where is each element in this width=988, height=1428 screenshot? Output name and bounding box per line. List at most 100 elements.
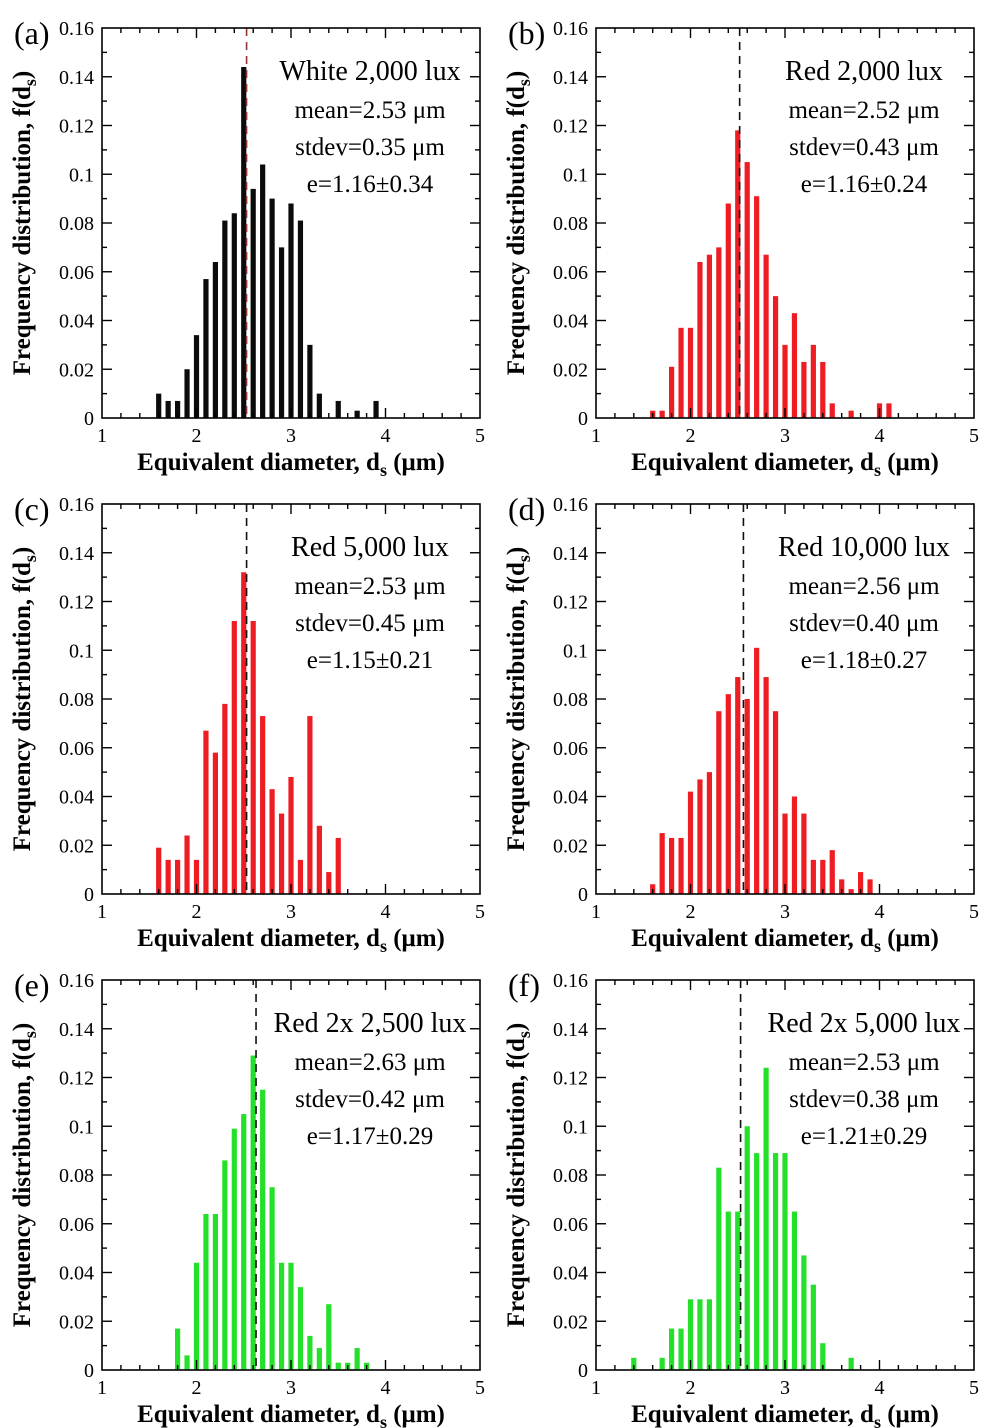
histogram-bar	[744, 162, 750, 418]
histogram-bar	[212, 262, 218, 418]
histogram-bar	[716, 247, 722, 418]
y-tick-label: 0.16	[553, 18, 588, 40]
histogram-bar	[725, 1211, 731, 1370]
e-label: e=1.18±0.27	[801, 647, 927, 674]
histogram-bar	[763, 1067, 769, 1370]
x-axis-label: Equivalent diameter, ds (μm)	[631, 1401, 939, 1428]
panel-c: 0 0.02 0.04 0.06 0.08 0.1 0.12 0.14 0.16 1 2 3 4 5 Red…	[0, 476, 494, 952]
stats-block: White 2,000 lux mean=2.53 μm stdev=0.35 μm…	[279, 56, 460, 198]
histogram-bar	[278, 813, 285, 894]
histogram-bar	[867, 879, 873, 894]
histogram-bar	[848, 410, 854, 418]
stdev-label: stdev=0.40 μm	[789, 610, 939, 637]
x-tick-label: 2	[686, 901, 696, 923]
y-tick-label: 0.08	[553, 213, 588, 235]
y-tick-label: 0	[578, 884, 588, 906]
y-tick-label: 0.04	[553, 1263, 588, 1285]
stats-block: Red 5,000 lux mean=2.53 μm stdev=0.45 μm e=…	[291, 532, 449, 674]
histogram-bar	[820, 1343, 826, 1370]
x-tick-label: 4	[381, 425, 391, 447]
e-label: e=1.16±0.24	[801, 171, 928, 198]
y-tick-label: 0.08	[553, 1165, 588, 1187]
x-tick-label: 1	[97, 1377, 107, 1399]
y-tick-label: 0.1	[69, 164, 94, 186]
axis-ticks	[596, 28, 974, 418]
y-tick-label: 0.1	[563, 640, 588, 662]
x-tick-label: 3	[286, 1377, 296, 1399]
y-tick-label: 0.08	[553, 689, 588, 711]
y-tick-label: 0.16	[59, 494, 94, 516]
y-tick-label: 0.12	[59, 1068, 94, 1090]
y-tick-label: 0.08	[59, 1165, 94, 1187]
y-tick-label: 0.16	[553, 970, 588, 992]
histogram-bar	[241, 67, 247, 418]
y-tick-label: 0.02	[553, 359, 588, 381]
histogram-bar	[297, 859, 304, 894]
histogram-bar	[858, 872, 864, 894]
x-tick-label: 5	[969, 1377, 979, 1399]
y-axis-label: Frequency distribution, f(ds)	[9, 1023, 40, 1328]
panel-plot: 0 0.02 0.04 0.06 0.08 0.1 0.12 0.14 0.16 1 2 3 4 5 Red…	[503, 967, 979, 1428]
histogram-bar	[820, 361, 826, 418]
panel-e: 0 0.02 0.04 0.06 0.08 0.1 0.12 0.14 0.16 1 2 3 4 5 Red…	[0, 952, 494, 1428]
panel-plot: 0 0.02 0.04 0.06 0.08 0.1 0.12 0.14 0.16 1 2 3 4 5 Red…	[9, 967, 485, 1428]
x-tick-label: 2	[686, 1377, 696, 1399]
panel-plot: 0 0.02 0.04 0.06 0.08 0.1 0.12 0.14 0.16 1 2 3 4 5 Red…	[503, 15, 979, 476]
histogram-bar	[810, 1284, 816, 1370]
panel-b: 0 0.02 0.04 0.06 0.08 0.1 0.12 0.14 0.16 1 2 3 4 5 Red…	[494, 0, 988, 476]
histogram-bar	[791, 1211, 798, 1370]
histogram-bar	[269, 198, 275, 418]
y-tick-label: 0.16	[59, 970, 94, 992]
histogram-bars	[156, 572, 341, 894]
x-axis-label: Equivalent diameter, ds (μm)	[631, 925, 939, 952]
histogram-bar	[203, 1214, 209, 1370]
x-tick-label: 4	[875, 425, 885, 447]
x-tick-label: 5	[475, 901, 485, 923]
histogram-bar	[744, 1126, 750, 1370]
histogram-bar	[288, 1262, 294, 1370]
histogram-bar	[763, 677, 769, 894]
histogram-bar	[316, 825, 322, 894]
histogram-bar	[782, 813, 788, 894]
y-tick-label: 0.1	[563, 164, 588, 186]
histogram-bar	[326, 872, 332, 894]
histogram-bar	[678, 837, 684, 894]
y-tick-label: 0.02	[59, 359, 94, 381]
histogram-bar	[848, 1357, 854, 1370]
x-tick-label: 3	[780, 425, 790, 447]
histogram-bar	[269, 789, 275, 894]
panel-plot: 0 0.02 0.04 0.06 0.08 0.1 0.12 0.14 0.16 1 2 3 4 5 Red…	[503, 491, 979, 952]
histogram-bar	[659, 833, 665, 894]
y-tick-label: 0.04	[59, 787, 94, 809]
histogram-bar	[763, 254, 769, 418]
histogram-bar	[716, 1167, 722, 1370]
mean-label: mean=2.63 μm	[294, 1049, 446, 1076]
y-tick-label: 0.12	[59, 116, 94, 138]
y-tick-label: 0	[84, 884, 94, 906]
histogram-bar	[697, 262, 703, 418]
histogram-bar	[212, 1214, 218, 1370]
x-axis-label: Equivalent diameter, ds (μm)	[631, 449, 939, 476]
y-axis-label: Frequency distribution, f(ds)	[9, 71, 40, 376]
y-tick-label: 0.02	[59, 835, 94, 857]
histogram-bar	[678, 327, 684, 418]
stdev-label: stdev=0.38 μm	[789, 1086, 939, 1113]
y-tick-label: 0.04	[553, 787, 588, 809]
x-axis-label: Equivalent diameter, ds (μm)	[137, 925, 445, 952]
histogram-bar	[193, 859, 200, 894]
axis-ticks	[102, 504, 480, 894]
x-tick-label: 2	[192, 425, 202, 447]
y-axis-label: Frequency distribution, f(ds)	[503, 547, 534, 852]
histogram-bar	[735, 677, 741, 894]
histogram-bar	[307, 1335, 313, 1370]
y-tick-label: 0.14	[553, 543, 588, 565]
y-tick-label: 0.14	[553, 67, 588, 89]
axis-ticks	[596, 980, 974, 1370]
e-label: e=1.15±0.21	[307, 647, 433, 674]
y-tick-label: 0.08	[59, 213, 94, 235]
histogram-bar	[669, 366, 675, 418]
histogram-bar	[297, 1287, 304, 1370]
panel-plot: 0 0.02 0.04 0.06 0.08 0.1 0.12 0.14 0.16 1 2 3 4 5 Whi…	[9, 15, 485, 476]
histogram-bar	[250, 1055, 256, 1370]
y-tick-label: 0	[84, 1360, 94, 1382]
